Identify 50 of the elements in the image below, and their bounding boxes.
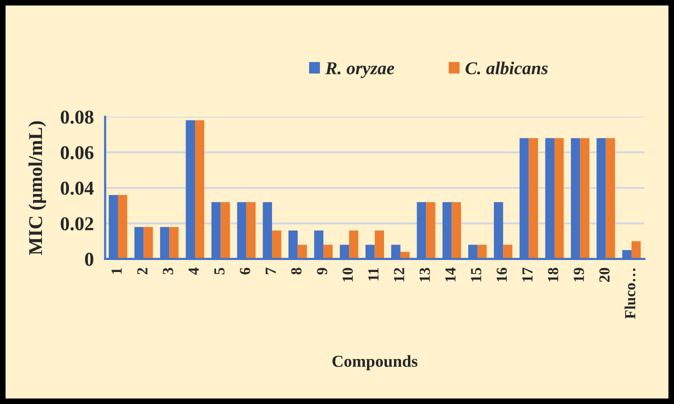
y-tick-label: 0.04 xyxy=(60,182,94,195)
y-tick-label: 0.06 xyxy=(60,146,94,160)
legend-label: C. albicans xyxy=(466,62,548,74)
bar xyxy=(632,241,641,259)
y-tick-label: 0.02 xyxy=(60,217,94,230)
bar xyxy=(323,244,333,259)
bar xyxy=(195,120,204,259)
x-tick-label: Fluco… xyxy=(624,268,636,319)
x-tick-label: 3 xyxy=(162,268,174,274)
bar xyxy=(606,138,616,259)
bar xyxy=(374,230,384,259)
x-tick-label: 19 xyxy=(574,268,584,282)
bar xyxy=(246,202,256,259)
x-tick-label: 8 xyxy=(291,268,302,274)
x-tick-label: 5 xyxy=(214,268,225,274)
bar xyxy=(298,244,307,259)
legend-label: R. oryzae xyxy=(325,62,394,78)
y-tick-label: 0 xyxy=(85,252,94,266)
x-tick-label: 18 xyxy=(548,268,558,282)
x-tick-label: 17 xyxy=(522,268,532,282)
x-tick-label: 13 xyxy=(420,268,430,282)
bar xyxy=(118,194,128,259)
x-tick-label: 16 xyxy=(496,268,507,282)
bar xyxy=(169,226,179,259)
bar xyxy=(477,244,487,259)
x-tick-label: 1 xyxy=(112,268,122,274)
bar xyxy=(452,202,462,259)
x-tick-label: 14 xyxy=(445,268,456,282)
x-tick-label: 2 xyxy=(137,268,148,274)
x-tick-label: 10 xyxy=(342,268,353,282)
bar xyxy=(272,230,282,259)
bar xyxy=(528,138,538,259)
y-axis-title: MIC (µmol/mL) xyxy=(28,121,46,255)
x-tick-label: 12 xyxy=(394,268,404,282)
x-tick-label: 15 xyxy=(471,268,482,282)
bar xyxy=(503,244,512,259)
x-tick-label: 4 xyxy=(188,268,199,275)
x-tick-label: 7 xyxy=(266,268,276,274)
x-axis-title: Compounds xyxy=(332,355,418,370)
x-tick-label: 6 xyxy=(240,268,250,274)
bar xyxy=(580,138,590,259)
bar xyxy=(349,230,358,259)
x-tick-label: 11 xyxy=(368,268,378,281)
bar xyxy=(554,138,564,259)
y-tick-label: 0.08 xyxy=(60,110,94,124)
bar xyxy=(144,226,153,259)
x-tick-label: 9 xyxy=(316,268,328,275)
bar xyxy=(426,202,436,259)
x-tick-label: 20 xyxy=(599,268,610,282)
bar xyxy=(220,202,230,259)
